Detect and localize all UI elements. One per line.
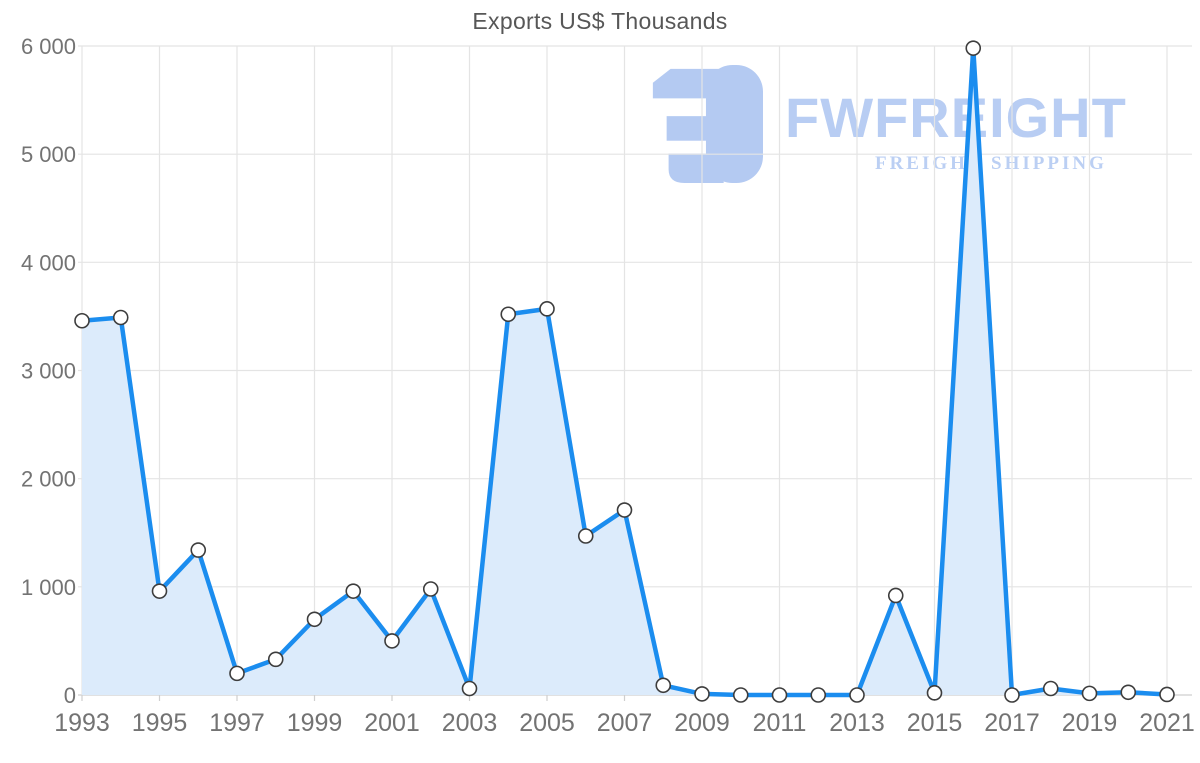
data-point-2017[interactable] [1004,687,1020,703]
data-point-2016[interactable] [965,40,982,56]
x-axis-label: 2021 [1139,709,1195,737]
data-point-2005[interactable] [539,301,555,317]
data-point-2014[interactable] [887,587,904,604]
area-fill [82,48,1167,696]
y-axis-label: 1 000 [21,575,76,600]
data-point-2007[interactable] [616,502,633,518]
y-axis-label: 3 000 [21,359,76,384]
x-axis-label: 2009 [674,709,730,737]
x-axis-label: 2003 [442,709,498,737]
x-axis-label: 2011 [753,709,807,737]
data-point-1995[interactable] [151,583,168,599]
data-point-1999[interactable] [306,611,323,628]
data-point-1996[interactable] [190,542,207,558]
x-axis-label: 2007 [597,709,653,737]
data-point-2020[interactable] [1120,684,1137,701]
x-axis-label: 1997 [209,709,265,737]
data-point-2015[interactable] [926,685,943,701]
data-point-2001[interactable] [384,633,400,649]
data-point-2019[interactable] [1081,685,1098,702]
data-point-2000[interactable] [345,583,362,599]
x-axis-label: 2001 [364,709,420,737]
y-axis-label: 0 [64,683,76,708]
data-point-1993[interactable] [74,312,90,329]
x-axis-label: 2005 [519,709,575,737]
data-point-2018[interactable] [1042,680,1059,697]
y-axis-label: 6 000 [21,34,76,59]
x-axis-label: 2015 [907,709,963,737]
data-point-2008[interactable] [655,677,672,694]
x-axis-label: 1993 [54,709,110,737]
data-point-2011[interactable] [771,687,788,703]
x-axis-label: 1999 [287,709,343,737]
data-point-2002[interactable] [422,581,439,597]
data-point-1994[interactable] [112,309,129,326]
x-axis-label: 2017 [984,709,1040,737]
data-point-1997[interactable] [229,665,245,682]
data-point-2012[interactable] [810,687,827,703]
data-point-2006[interactable] [577,528,594,544]
data-point-2021[interactable] [1159,686,1175,703]
chart-title: Exports US$ Thousands [472,8,728,34]
data-point-2013[interactable] [849,687,865,703]
data-point-2010[interactable] [732,687,749,703]
x-axis-label: 1995 [132,709,188,737]
y-axis-label: 5 000 [21,142,76,167]
x-axis-label: 2013 [829,709,885,737]
data-point-2009[interactable] [694,686,710,702]
y-axis-label: 4 000 [21,250,76,275]
data-point-2004[interactable] [500,306,517,323]
data-point-1998[interactable] [267,651,284,668]
data-point-2003[interactable] [461,680,478,697]
y-axis-label: 2 000 [21,467,76,492]
x-axis-label: 2019 [1062,709,1118,737]
